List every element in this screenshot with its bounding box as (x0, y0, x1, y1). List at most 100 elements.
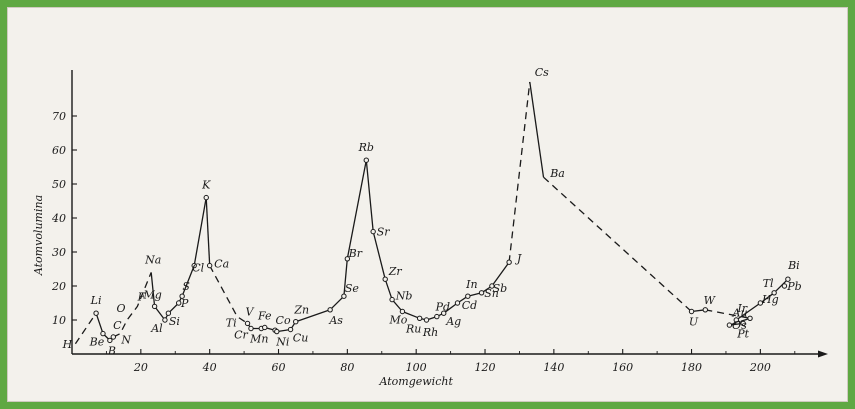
label-h: H (62, 338, 73, 351)
x-tick-label: 180 (681, 361, 702, 374)
label-ca: Ca (214, 258, 229, 271)
label-os: Os (732, 319, 747, 332)
curve (74, 81, 789, 345)
label-j: J (515, 252, 522, 265)
point-tl (771, 290, 777, 296)
y-tick-label: 30 (52, 246, 66, 259)
label-pt: Pt (736, 327, 749, 340)
markers (93, 157, 791, 344)
label-se: Se (345, 282, 360, 295)
point-j (506, 259, 512, 265)
point-hg (757, 300, 764, 306)
x-axis-title: Atomgewicht (378, 375, 453, 388)
label-rh: Rh (422, 326, 438, 339)
x-tick-label: 20 (133, 361, 148, 374)
point-be (100, 330, 106, 337)
point-cu (287, 326, 294, 333)
label-ba: Ba (549, 167, 565, 180)
label-in: In (465, 278, 477, 291)
point-zn (293, 319, 299, 325)
point-ir (733, 317, 739, 323)
point-pd (434, 313, 440, 320)
label-be: Be (89, 336, 105, 349)
point-b (107, 337, 113, 344)
point-al (162, 317, 168, 323)
y-tick-label: 60 (52, 144, 66, 157)
label-al: Al (150, 322, 163, 335)
point-cr (248, 325, 254, 332)
label-br: Br (348, 247, 363, 260)
label-cu: Cu (293, 332, 309, 345)
point-s (179, 293, 185, 299)
point-c (110, 334, 117, 340)
x-tick-label: 40 (202, 361, 217, 374)
y-tick-label: 40 (51, 212, 66, 225)
label-pd: Pd (435, 301, 450, 314)
label-v: V (246, 305, 255, 318)
point-k (203, 194, 209, 201)
point-se (341, 293, 347, 299)
x-tick-label: 140 (543, 361, 564, 374)
point-mg (151, 303, 158, 310)
label-p: P (180, 297, 189, 310)
label-bi: Bi (787, 259, 800, 272)
label-mo: Mo (388, 314, 407, 327)
point-u (688, 308, 695, 315)
curve-segment-dashed (508, 81, 531, 263)
curve-segment-solid (529, 81, 545, 178)
label-pb: Pb (786, 280, 801, 293)
label-nb: Nb (395, 290, 413, 303)
label-c: C (113, 319, 122, 332)
point-li (93, 310, 99, 316)
point-in (465, 293, 471, 299)
label-ti: Ti (226, 317, 237, 330)
point-si (165, 310, 172, 316)
label-o: O (117, 302, 126, 315)
point-fe (262, 324, 268, 331)
point-pb (781, 283, 788, 289)
label-sr: Sr (377, 226, 391, 239)
point-cl (191, 262, 197, 269)
point-p (175, 300, 182, 306)
label-sb: Sb (493, 282, 508, 295)
label-f: F (137, 290, 146, 303)
y-tick-label: 10 (52, 314, 66, 327)
y-axis-title: Atomvolumina (32, 195, 45, 276)
point-w (702, 307, 709, 313)
label-ni: Ni (275, 336, 289, 349)
label-as: As (328, 314, 343, 327)
label-rb: Rb (358, 141, 374, 154)
point-bi (785, 276, 791, 282)
x-tick-label: 160 (612, 361, 633, 374)
point-mo (399, 308, 406, 315)
curve-segment-dashed (705, 309, 751, 326)
point-cd (454, 300, 461, 306)
label-w: W (704, 294, 717, 307)
point-br (344, 256, 351, 262)
x-tick-label: 100 (406, 361, 427, 374)
y-tick-label: 50 (52, 178, 66, 191)
axes: 20 40 60 80 100 120 140 160 180 200 10 20 30 40 50 60 70 (51, 70, 828, 374)
point-as (327, 307, 333, 313)
point-rb (363, 157, 369, 163)
label-mg: Mg (142, 288, 161, 301)
label-u: U (689, 316, 699, 329)
y-tick-label: 20 (51, 280, 66, 293)
x-tick-label: 80 (340, 361, 354, 374)
label-ag: Ag (445, 315, 461, 328)
x-tick-label: 60 (272, 361, 286, 374)
curve-segment-solid (150, 197, 207, 321)
label-au: Au (732, 306, 748, 319)
point-v (244, 320, 251, 327)
label-b: B (107, 344, 116, 357)
chart-paper (7, 7, 848, 402)
curve-segment-solid (205, 197, 211, 266)
x-tick-label: 120 (475, 361, 496, 374)
curve-segment-dashed (113, 272, 152, 338)
label-s: S (182, 280, 190, 293)
curve-segment-dashed (74, 312, 97, 345)
point-ni (274, 328, 280, 335)
label-sn: Sn (484, 287, 499, 300)
